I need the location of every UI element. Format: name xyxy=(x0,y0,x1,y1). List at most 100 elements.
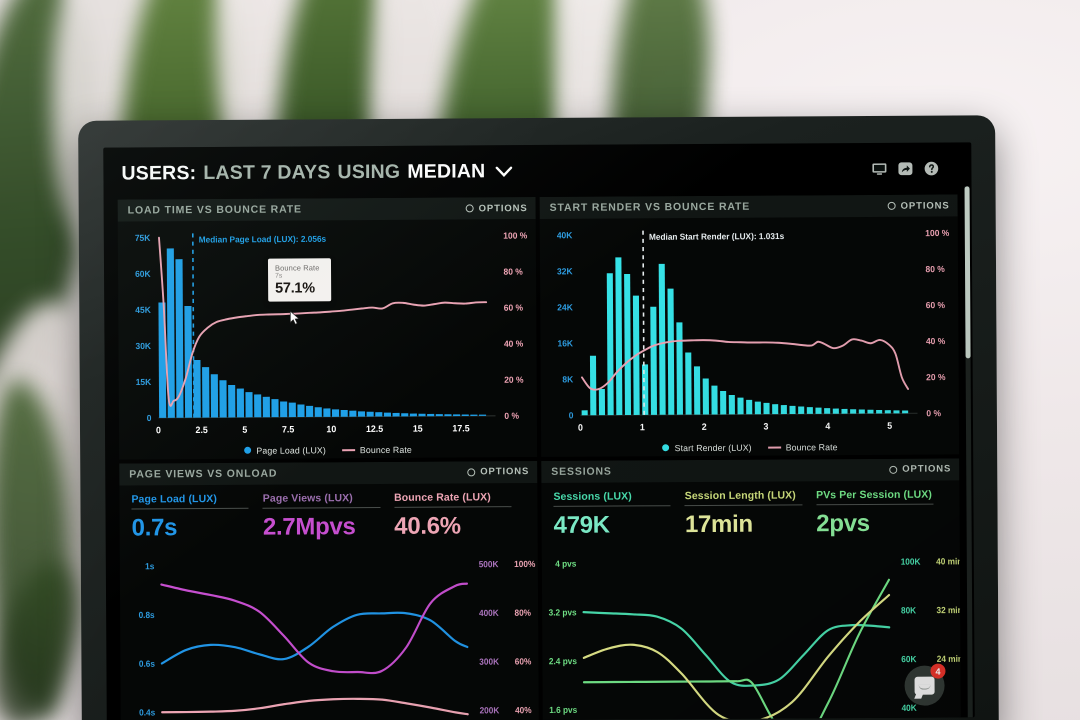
panel-title: START RENDER VS BOUNCE RATE xyxy=(549,200,751,214)
legend-item[interactable]: Start Render (LUX) xyxy=(662,442,752,453)
metric-value: 2pvs xyxy=(816,509,870,537)
panel-title: PAGE VIEWS VS ONLOAD xyxy=(129,467,278,481)
metric-group: Page Load (LUX) 0.7s Page Views (LUX) 2.… xyxy=(119,483,537,543)
svg-text:20 %: 20 % xyxy=(504,375,524,385)
svg-text:80 %: 80 % xyxy=(925,264,945,274)
options-label: OPTIONS xyxy=(900,199,950,212)
gear-icon xyxy=(467,467,476,476)
svg-text:2: 2 xyxy=(702,422,707,432)
metric-divider xyxy=(394,505,512,508)
title-part-users: USERS: xyxy=(121,161,197,185)
options-button[interactable]: OPTIONS xyxy=(465,202,528,214)
options-button[interactable]: OPTIONS xyxy=(889,463,952,475)
monitor-icon[interactable] xyxy=(871,161,887,177)
chart-page-views-vs-onload[interactable]: 0.4s 0.6s 0.8s 1s 200K 300K 400K 500K 40% 60% 80% 1… xyxy=(120,551,539,720)
options-label: OPTIONS xyxy=(902,463,952,475)
chart-start-render-vs-bounce-rate[interactable]: 0 8K 16K 24K 32K 40K 0 % 20 % 40 % 60 % 80 % 100 % 0… xyxy=(540,216,959,456)
share-icon[interactable] xyxy=(897,161,913,177)
legend-line-icon xyxy=(767,446,781,449)
chevron-down-icon[interactable] xyxy=(495,160,513,183)
svg-text:32 min: 32 min xyxy=(936,604,960,615)
svg-text:60K: 60K xyxy=(135,269,151,279)
svg-text:40 %: 40 % xyxy=(926,336,946,346)
svg-text:80 %: 80 % xyxy=(503,266,523,276)
metric-page-load[interactable]: Page Load (LUX) 0.7s xyxy=(131,492,263,542)
legend-item[interactable]: Bounce Rate xyxy=(341,444,412,455)
dashboard-topbar: USERS: LAST 7 DAYS USING MEDIAN xyxy=(103,142,971,199)
page-title[interactable]: USERS: LAST 7 DAYS USING MEDIAN xyxy=(121,159,513,185)
svg-text:100K: 100K xyxy=(901,556,922,566)
svg-text:200K: 200K xyxy=(480,705,501,715)
svg-text:0: 0 xyxy=(147,413,152,423)
metric-pvs-per-session[interactable]: PVs Per Session (LUX) 2pvs xyxy=(816,488,948,538)
panel-header: START RENDER VS BOUNCE RATE OPTIONS xyxy=(539,194,958,219)
svg-text:1: 1 xyxy=(640,422,645,432)
svg-text:0.8s: 0.8s xyxy=(139,609,155,619)
chart-canvas: 0 8K 16K 24K 32K 40K 0 % 20 % 40 % 60 % 80 % 100 % 0… xyxy=(557,228,950,433)
svg-text:40K: 40K xyxy=(902,702,918,712)
svg-text:2.4 pvs: 2.4 pvs xyxy=(549,655,577,666)
panel-header: LOAD TIME VS BOUNCE RATE OPTIONS xyxy=(117,197,536,222)
options-button[interactable]: OPTIONS xyxy=(467,466,529,477)
options-label: OPTIONS xyxy=(480,466,530,478)
metric-label: Bounce Rate (LUX) xyxy=(394,490,491,504)
tooltip-title: Bounce Rate xyxy=(274,263,320,273)
svg-text:1s: 1s xyxy=(145,560,154,570)
svg-text:4: 4 xyxy=(825,421,830,431)
metric-divider xyxy=(816,503,934,505)
svg-text:100 %: 100 % xyxy=(503,230,527,240)
metric-divider xyxy=(262,506,381,509)
options-label: OPTIONS xyxy=(478,202,528,214)
title-part-aggregate: MEDIAN xyxy=(407,159,486,183)
svg-text:0 %: 0 % xyxy=(926,408,941,418)
metric-sessions[interactable]: Sessions (LUX) 479K xyxy=(553,490,685,540)
svg-text:0: 0 xyxy=(578,422,583,432)
svg-text:45K: 45K xyxy=(135,305,151,315)
gear-icon xyxy=(887,201,896,210)
tooltip-subtitle: 7s xyxy=(275,272,283,280)
svg-text:60 %: 60 % xyxy=(504,302,524,312)
chart-canvas: 0 15K 30K 45K 60K 75K 0 % 20 % 40 % 60 % 80 % 100 %… xyxy=(135,230,528,435)
legend-item[interactable]: Bounce Rate xyxy=(767,442,838,452)
metric-value: 0.7s xyxy=(131,513,178,541)
svg-text:4 pvs: 4 pvs xyxy=(555,558,576,568)
panel-header: SESSIONS OPTIONS xyxy=(541,457,960,483)
legend-label: Start Render (LUX) xyxy=(674,442,752,453)
legend-item[interactable]: Page Load (LUX) xyxy=(244,445,326,455)
svg-text:30K: 30K xyxy=(135,341,151,351)
tooltip-value: 57.1% xyxy=(275,280,315,297)
svg-text:40%: 40% xyxy=(515,704,532,714)
options-button[interactable]: OPTIONS xyxy=(887,199,950,212)
svg-text:500K: 500K xyxy=(479,558,500,568)
chart-sessions[interactable]: 1.6 pvs 2.4 pvs 3.2 pvs 4 pvs 40K 60K 80K 100K 2… xyxy=(542,548,961,720)
scrollbar-thumb[interactable] xyxy=(964,186,971,359)
metric-page-views[interactable]: Page Views (LUX) 2.7Mpvs xyxy=(263,491,395,541)
panel-page-views-vs-onload: PAGE VIEWS VS ONLOAD OPTIONS Page Load (… xyxy=(119,460,539,720)
panel-start-render-vs-bounce-rate: START RENDER VS BOUNCE RATE OPTIONS 0 8K 1… xyxy=(539,194,960,457)
svg-text:5: 5 xyxy=(887,421,892,431)
chat-widget-button[interactable]: 4 xyxy=(904,663,946,706)
svg-text:40 %: 40 % xyxy=(504,338,524,348)
svg-text:12.5: 12.5 xyxy=(366,424,383,434)
help-icon[interactable] xyxy=(923,161,939,177)
legend-dot-icon xyxy=(244,446,252,454)
metric-session-length[interactable]: Session Length (LUX) 17min xyxy=(685,489,817,539)
panel-load-time-vs-bounce-rate: LOAD TIME VS BOUNCE RATE OPTIONS 0 15K 30K… xyxy=(117,197,538,460)
svg-text:100%: 100% xyxy=(514,558,536,568)
svg-text:0 %: 0 % xyxy=(504,411,519,421)
svg-text:Median Start Render (LUX): 1.0: Median Start Render (LUX): 1.031s xyxy=(649,231,785,242)
laptop-device: USERS: LAST 7 DAYS USING MEDIAN xyxy=(78,115,999,720)
svg-text:15K: 15K xyxy=(136,377,152,387)
svg-text:3.2 pvs: 3.2 pvs xyxy=(549,607,577,618)
metric-divider xyxy=(553,504,671,507)
chart-canvas: 1.6 pvs 2.4 pvs 3.2 pvs 4 pvs 40K 60K 80K 100K 2… xyxy=(549,556,961,720)
panel-title: LOAD TIME VS BOUNCE RATE xyxy=(127,203,302,217)
topbar-icon-group xyxy=(871,160,955,177)
laptop-screen: USERS: LAST 7 DAYS USING MEDIAN xyxy=(103,142,975,720)
svg-text:3: 3 xyxy=(764,421,769,431)
metric-divider xyxy=(131,507,249,509)
metric-bounce-rate[interactable]: Bounce Rate (LUX) 40.6% xyxy=(394,491,526,541)
metric-value: 40.6% xyxy=(394,511,461,540)
svg-text:400K: 400K xyxy=(479,607,500,617)
chart-load-time-vs-bounce-rate[interactable]: 0 15K 30K 45K 60K 75K 0 % 20 % 40 % 60 % 80 % 100 %… xyxy=(118,219,537,459)
